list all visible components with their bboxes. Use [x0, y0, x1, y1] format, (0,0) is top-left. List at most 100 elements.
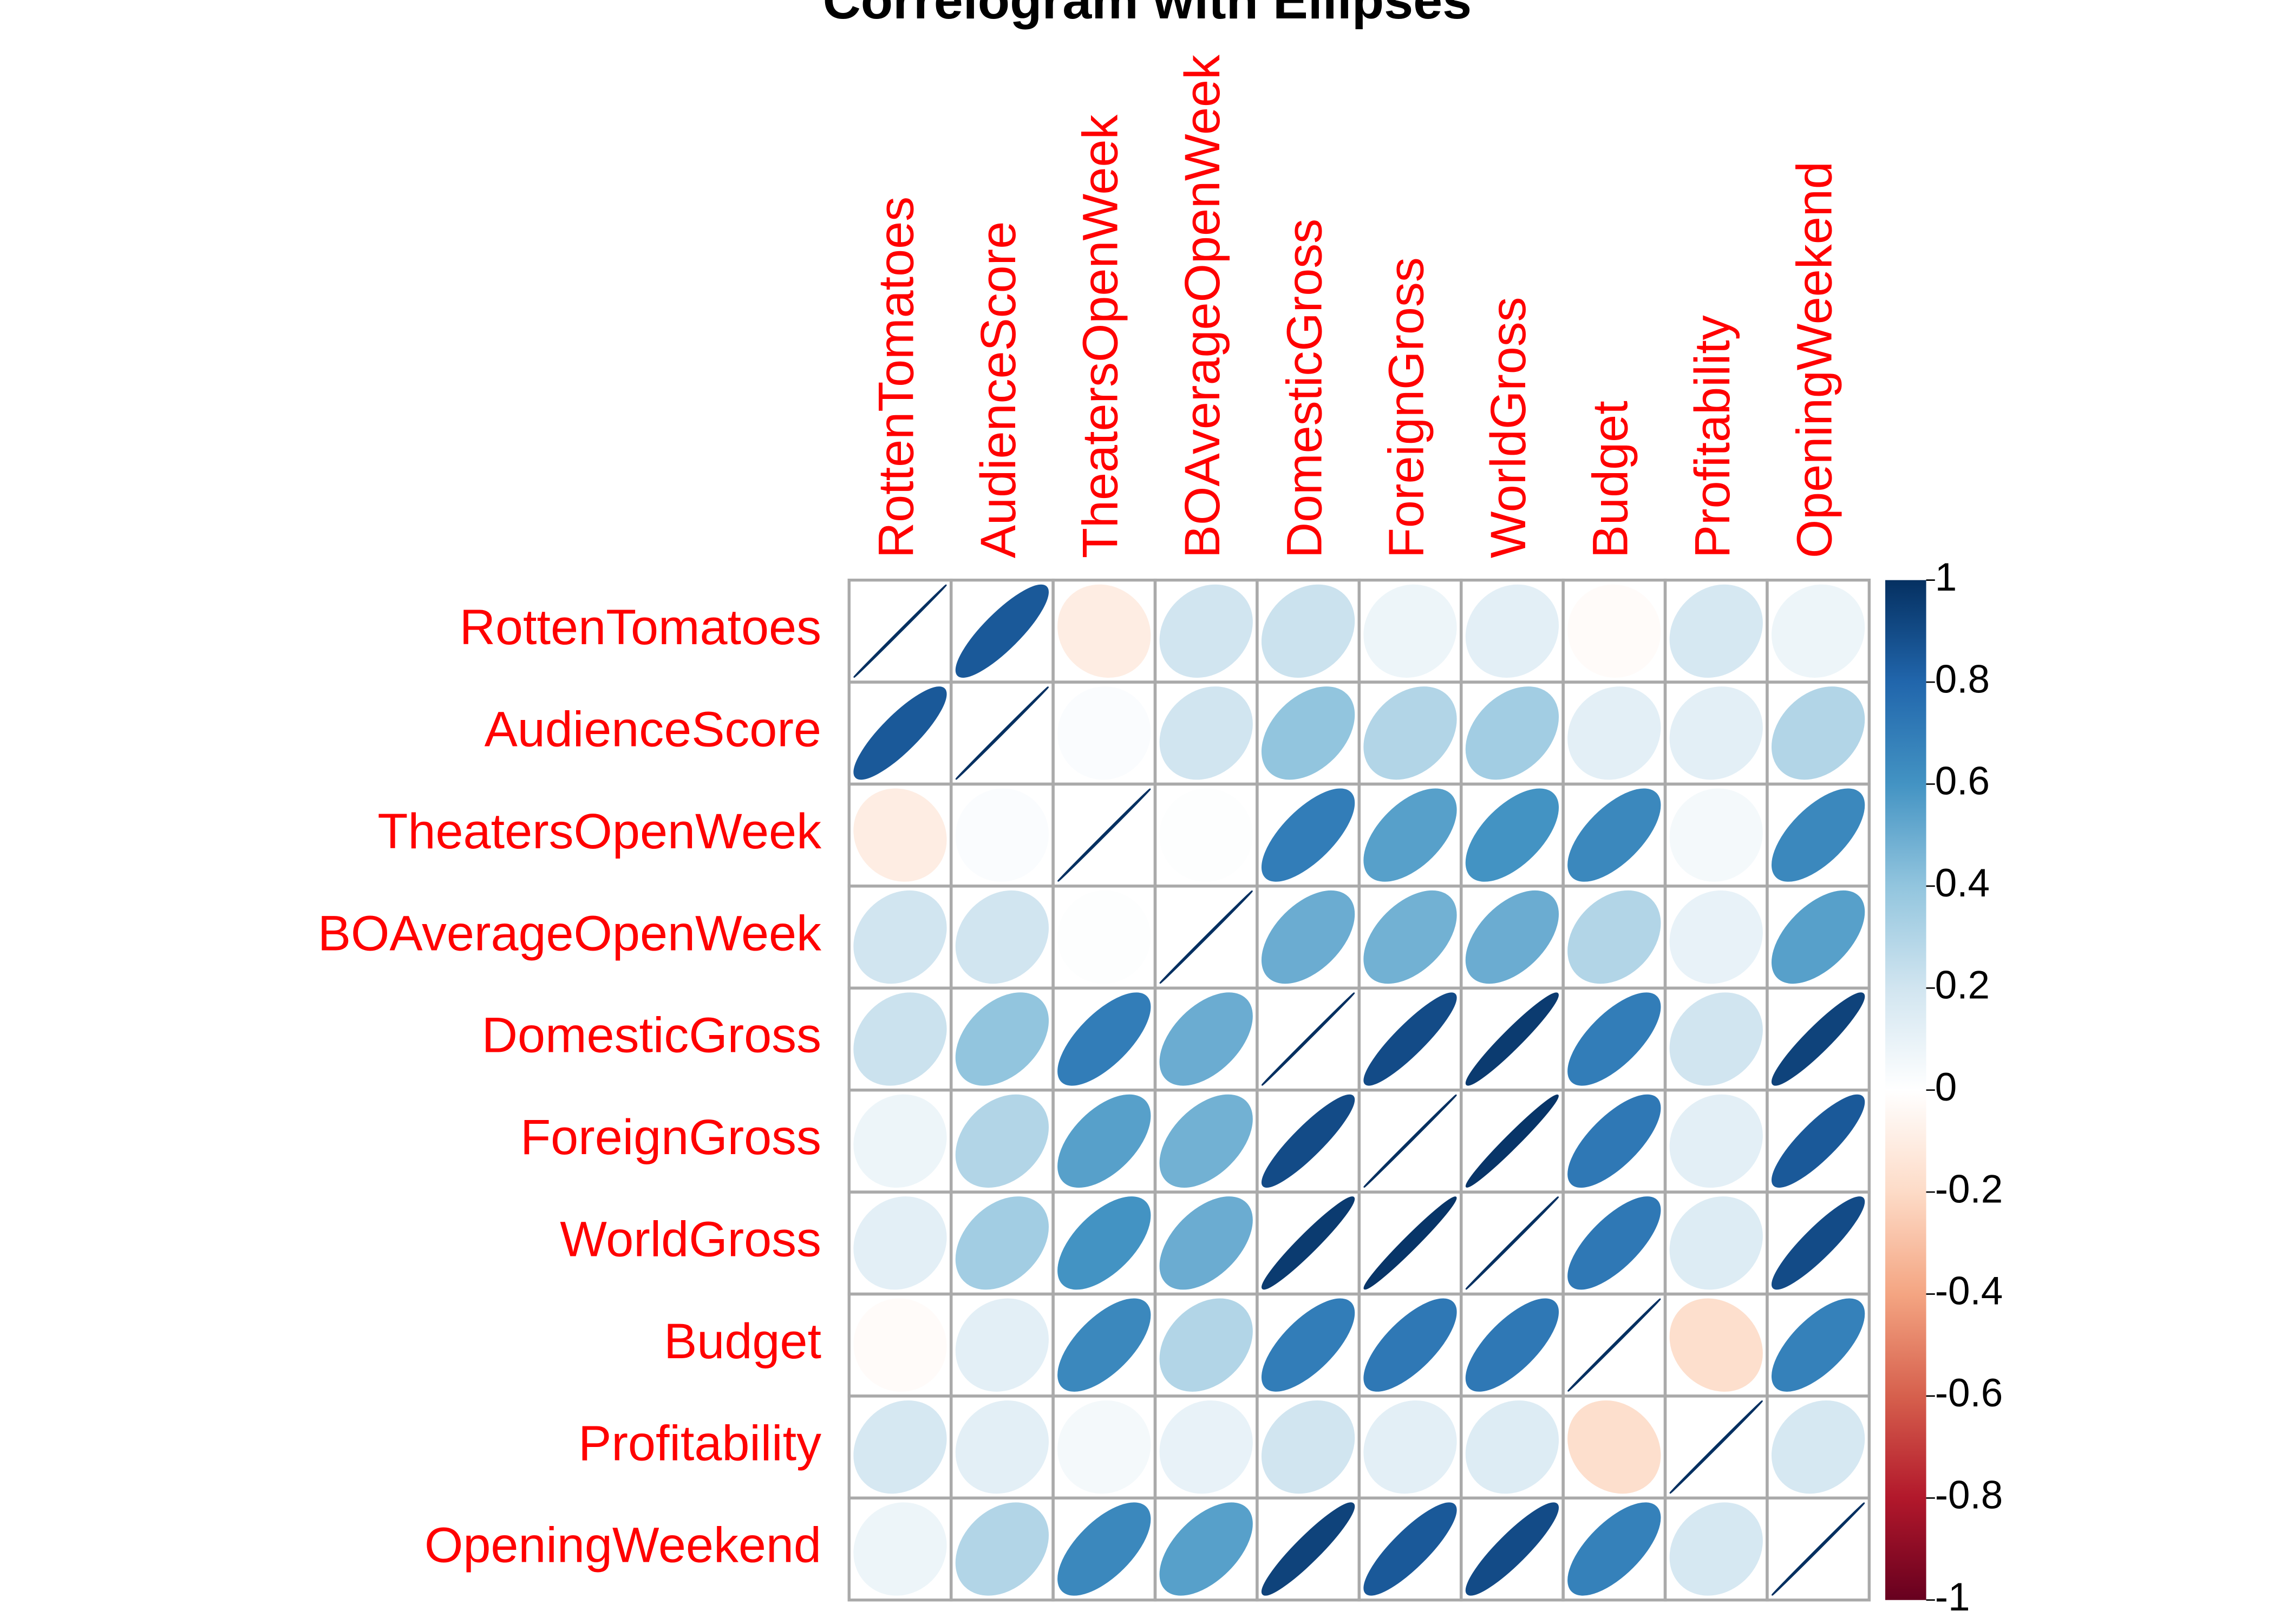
- correlation-ellipse: [1363, 788, 1457, 882]
- correlation-ellipse: [1567, 1298, 1661, 1392]
- correlation-ellipse: [1057, 1094, 1151, 1188]
- column-label: Profitability: [1685, 315, 1740, 558]
- chart-title: Correlogram with Ellipses: [823, 0, 1472, 30]
- correlation-ellipse: [1771, 890, 1865, 984]
- correlation-ellipse: [1567, 992, 1661, 1086]
- correlation-ellipse: [1771, 1502, 1865, 1596]
- correlation-ellipse: [1567, 1196, 1661, 1290]
- correlation-ellipse: [955, 788, 1049, 882]
- correlation-ellipse: [1771, 1094, 1865, 1188]
- column-label: RottenTomatoes: [869, 197, 924, 558]
- colorbar-tick-label: 1: [1935, 555, 1957, 599]
- correlation-ellipse: [1669, 1094, 1763, 1188]
- column-label: AudienceScore: [971, 221, 1026, 558]
- row-label: TheatersOpenWeek: [377, 804, 822, 859]
- correlation-ellipse: [1159, 1196, 1253, 1290]
- row-label: BOAverageOpenWeek: [318, 906, 822, 961]
- correlation-ellipse: [955, 686, 1049, 780]
- colorbar-tick-label: 0.4: [1935, 861, 1990, 905]
- correlation-ellipse: [1669, 992, 1763, 1086]
- correlation-ellipse: [853, 1400, 947, 1494]
- correlation-ellipse: [1567, 1094, 1661, 1188]
- correlation-ellipse: [1363, 1400, 1457, 1494]
- correlation-ellipse: [1261, 992, 1355, 1086]
- correlation-ellipse: [1261, 686, 1355, 780]
- correlation-ellipse: [1465, 1094, 1559, 1188]
- correlation-ellipse: [1567, 890, 1661, 984]
- column-label: OpeningWeekend: [1787, 161, 1842, 558]
- correlation-ellipse: [1465, 686, 1559, 780]
- correlation-ellipse: [1057, 992, 1151, 1086]
- correlation-ellipse: [1261, 788, 1355, 882]
- correlation-ellipse: [955, 890, 1049, 984]
- colorbar-tick-label: -1: [1935, 1575, 1970, 1619]
- correlation-ellipse: [1465, 788, 1559, 882]
- correlation-ellipse: [1465, 1400, 1559, 1494]
- correlation-ellipse: [1669, 686, 1763, 780]
- correlation-ellipse: [955, 1502, 1049, 1596]
- correlation-ellipse: [1057, 1400, 1151, 1494]
- correlation-ellipse: [1669, 788, 1763, 882]
- colorbar-tick-label: -0.8: [1935, 1474, 2003, 1517]
- row-label: Budget: [664, 1314, 821, 1369]
- correlation-ellipse: [1057, 1196, 1151, 1290]
- correlation-ellipse: [1159, 890, 1253, 984]
- correlation-ellipse: [1465, 1502, 1559, 1596]
- correlation-ellipse: [853, 992, 947, 1086]
- correlation-ellipse: [853, 1094, 947, 1188]
- correlation-ellipse: [1669, 1298, 1763, 1392]
- correlation-ellipse: [1567, 788, 1661, 882]
- correlation-ellipse: [1465, 1298, 1559, 1392]
- correlation-ellipse: [1363, 992, 1457, 1086]
- colorbar: [1885, 580, 1926, 1600]
- correlation-ellipse: [955, 584, 1049, 678]
- row-label: RottenTomatoes: [460, 600, 821, 655]
- correlation-ellipse: [1261, 1502, 1355, 1596]
- correlation-ellipse: [1159, 1400, 1253, 1494]
- correlation-ellipse: [1363, 890, 1457, 984]
- column-label: TheatersOpenWeek: [1073, 114, 1128, 558]
- correlation-ellipse: [1363, 686, 1457, 780]
- correlation-ellipse: [1057, 1502, 1151, 1596]
- correlation-ellipse: [1159, 992, 1253, 1086]
- correlation-ellipse: [1669, 890, 1763, 984]
- correlation-ellipse: [1465, 890, 1559, 984]
- correlation-ellipse: [1159, 788, 1253, 882]
- correlation-ellipse: [1057, 686, 1151, 780]
- row-label: AudienceScore: [485, 702, 821, 757]
- correlation-ellipse: [1261, 1400, 1355, 1494]
- row-label: OpeningWeekend: [424, 1518, 821, 1573]
- correlation-ellipse: [1669, 1502, 1763, 1596]
- correlation-ellipse: [1159, 1094, 1253, 1188]
- correlation-ellipse: [1363, 1094, 1457, 1188]
- correlation-ellipse: [1771, 1298, 1865, 1392]
- correlation-ellipse: [1159, 686, 1253, 780]
- column-label: BOAverageOpenWeek: [1175, 54, 1230, 558]
- correlation-ellipse: [955, 1298, 1049, 1392]
- correlation-ellipse: [1465, 584, 1559, 678]
- correlation-ellipse: [1057, 584, 1151, 678]
- correlation-ellipse: [955, 1094, 1049, 1188]
- column-label: WorldGross: [1481, 297, 1536, 558]
- colorbar-tick-label: 0.8: [1935, 657, 1990, 701]
- correlation-ellipse: [1057, 788, 1151, 882]
- correlation-ellipse: [1363, 1298, 1457, 1392]
- correlation-ellipse: [1363, 1196, 1457, 1290]
- column-label: Budget: [1583, 401, 1638, 558]
- row-label: Profitability: [578, 1416, 821, 1471]
- correlation-ellipse: [1669, 1196, 1763, 1290]
- correlation-ellipse: [1771, 992, 1865, 1086]
- column-label: DomesticGross: [1277, 219, 1332, 558]
- colorbar-tick-label: -0.4: [1935, 1269, 2003, 1313]
- correlation-ellipse: [853, 686, 947, 780]
- correlation-ellipse: [1567, 1400, 1661, 1494]
- correlation-ellipse: [1363, 584, 1457, 678]
- colorbar-tick-label: -0.2: [1935, 1167, 2003, 1211]
- correlation-ellipse: [1261, 1094, 1355, 1188]
- correlation-ellipse: [853, 1196, 947, 1290]
- correlation-ellipse: [1771, 1400, 1865, 1494]
- correlation-ellipse: [1567, 686, 1661, 780]
- row-label: ForeignGross: [520, 1110, 821, 1165]
